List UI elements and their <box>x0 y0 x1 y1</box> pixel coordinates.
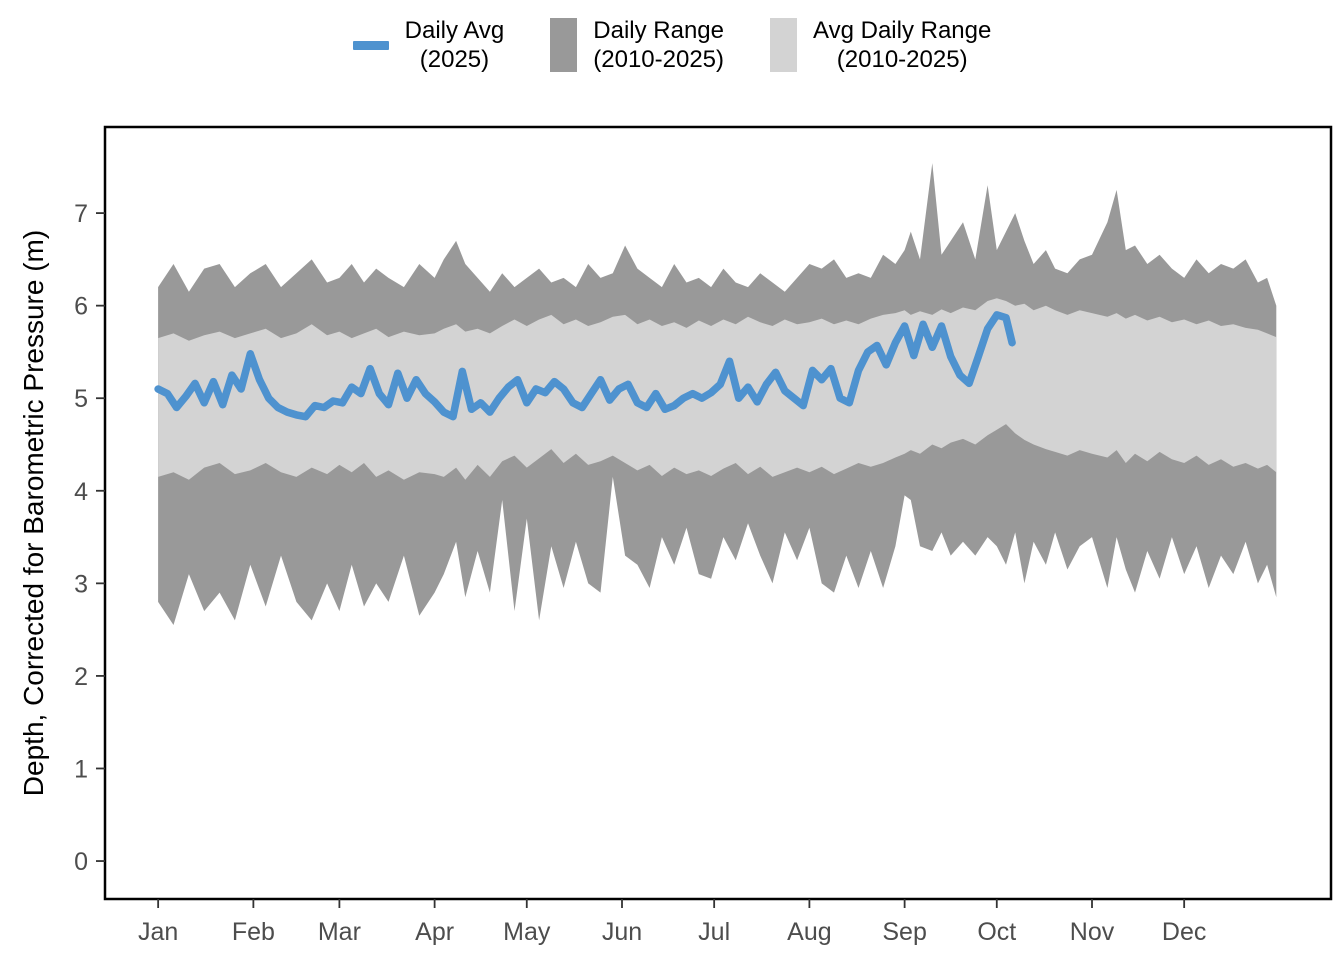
legend-label-daily-avg: Daily Avg (2025) <box>405 16 505 75</box>
legend-label-daily-avg-line2: (2025) <box>419 46 490 74</box>
y-tick-label-7: 7 <box>74 200 88 228</box>
x-tick-label-dec: Dec <box>1162 918 1206 946</box>
avg-daily-range-swatch <box>770 18 798 73</box>
panel-border <box>103 125 1333 901</box>
x-tick-label-jan: Jan <box>138 918 178 946</box>
x-tick-label-may: May <box>503 918 551 946</box>
y-tick-label-0: 0 <box>74 848 88 876</box>
legend-item-avg-daily-range: Avg Daily Range (2010-2025) <box>770 16 991 75</box>
x-tick-label-jun: Jun <box>602 918 642 946</box>
x-tick-label-aug: Aug <box>787 918 831 946</box>
y-tick-label-4: 4 <box>74 478 88 506</box>
legend-label-daily-range-line1: Daily Range <box>593 17 724 44</box>
y-tick-label-6: 6 <box>74 293 88 321</box>
line-daily-avg-2025 <box>154 311 1016 421</box>
x-tick-label-nov: Nov <box>1070 918 1115 946</box>
daily-range-swatch <box>550 18 578 73</box>
legend-label-daily-range-line2: (2010-2025) <box>593 46 725 74</box>
daily-avg-line-swatch <box>352 40 389 50</box>
legend-label-daily-avg-line1: Daily Avg <box>404 17 505 44</box>
x-tick-label-feb: Feb <box>232 918 275 946</box>
legend-label-avg-daily-range: Avg Daily Range (2010-2025) <box>813 16 991 75</box>
x-tick-label-jul: Jul <box>698 918 730 946</box>
legend-label-avg-daily-range-line2: (2010-2025) <box>836 46 968 74</box>
legend-item-daily-range: Daily Range (2010-2025) <box>550 16 724 75</box>
y-tick-label-2: 2 <box>74 663 88 691</box>
legend-label-daily-range: Daily Range (2010-2025) <box>593 16 724 75</box>
x-tick-label-mar: Mar <box>318 918 361 946</box>
y-tick-label-3: 3 <box>74 570 88 598</box>
y-tick-label-1: 1 <box>74 755 88 783</box>
x-tick-label-sep: Sep <box>882 918 926 946</box>
x-tick-label-oct: Oct <box>977 918 1016 946</box>
chart-legend: Daily Avg (2025) Daily Range (2010-2025)… <box>0 16 1344 75</box>
legend-label-avg-daily-range-line1: Avg Daily Range <box>813 17 992 44</box>
x-tick-label-apr: Apr <box>415 918 454 946</box>
y-tick-label-5: 5 <box>74 385 88 413</box>
legend-item-daily-avg: Daily Avg (2025) <box>352 16 505 75</box>
